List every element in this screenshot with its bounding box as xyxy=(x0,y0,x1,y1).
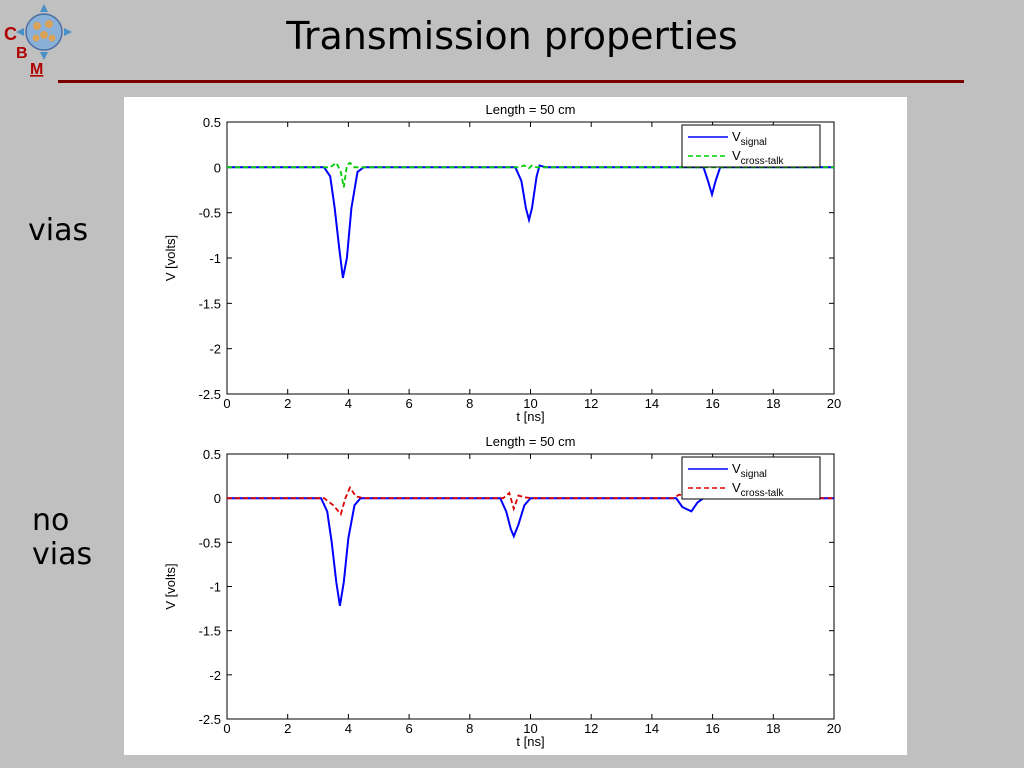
chart-title: Length = 50 cm xyxy=(486,102,576,117)
y-tick-label: 0 xyxy=(214,160,221,175)
x-tick-label: 0 xyxy=(223,721,230,736)
x-tick-label: 4 xyxy=(345,396,352,411)
x-tick-label: 16 xyxy=(705,396,719,411)
series-line-cross-talk xyxy=(227,485,834,516)
y-tick-label: 0.5 xyxy=(203,447,221,462)
label-no-vias-line2: vias xyxy=(32,537,93,572)
y-tick-label: -2 xyxy=(209,342,221,357)
x-axis-label: t [ns] xyxy=(516,734,544,749)
x-tick-label: 6 xyxy=(405,396,412,411)
series-line-signal xyxy=(227,497,834,607)
legend-box xyxy=(681,456,821,500)
y-tick-label: -0.5 xyxy=(199,206,221,221)
y-tick-label: -2.5 xyxy=(199,712,221,727)
legend-entry: Vsignal xyxy=(732,461,767,480)
plot-panel: Length = 50 cm 0 2 4 6 8 10 12 14 16 18 20 0.5 0 -0.5-… xyxy=(124,97,907,755)
series-line-cross-talk xyxy=(227,161,834,188)
chart-2: Length = 50 cm 0 2 4 6 8 10 12 14 16 18 20 0.5 0 -0.5 -… xyxy=(163,434,841,749)
x-axis-label: t [ns] xyxy=(516,409,544,424)
x-tick-label: 2 xyxy=(284,721,291,736)
legend-entry-subscript: signal xyxy=(741,137,767,148)
y-axis-label: V [volts] xyxy=(163,235,178,281)
legend-entry-subscript: cross-talk xyxy=(741,488,785,499)
x-tick-label: 4 xyxy=(345,721,352,736)
x-tick-label: 14 xyxy=(645,721,659,736)
chart-1: Length = 50 cm 0 2 4 6 8 10 12 14 16 18 20 0.5 0 -0.5 -… xyxy=(163,102,841,424)
x-tick-label: 20 xyxy=(827,721,841,736)
cbm-logo: C B M xyxy=(2,2,78,78)
y-tick-label: 0 xyxy=(214,491,221,506)
chart-title: Length = 50 cm xyxy=(486,434,576,449)
x-tick-label: 12 xyxy=(584,721,598,736)
x-tick-label: 12 xyxy=(584,396,598,411)
legend-entry-main: V xyxy=(732,129,741,144)
label-vias: vias xyxy=(28,213,89,248)
logo-letter-m: M xyxy=(30,61,43,78)
slide-title: Transmission properties xyxy=(286,14,738,58)
x-tick-label: 20 xyxy=(827,396,841,411)
y-tick-label: -1.5 xyxy=(199,624,221,639)
legend-entry: Vcross-talk xyxy=(732,480,784,499)
y-tick-label: -1.5 xyxy=(199,296,221,311)
x-tick-label: 8 xyxy=(466,396,473,411)
y-tick-label: -2 xyxy=(209,668,221,683)
x-tick-label: 10 xyxy=(523,721,537,736)
label-no-vias-line1: no xyxy=(32,503,70,538)
x-tick-label: 2 xyxy=(284,396,291,411)
series-line-signal xyxy=(227,164,834,279)
legend-entry-subscript: signal xyxy=(741,469,767,480)
title-divider xyxy=(58,80,964,83)
legend-box xyxy=(681,124,821,168)
logo-letter-c: C xyxy=(4,24,17,44)
legend-entry-main: V xyxy=(732,480,741,495)
x-tick-label: 8 xyxy=(466,721,473,736)
x-tick-label: 18 xyxy=(766,721,780,736)
legend-entry-subscript: cross-talk xyxy=(741,156,785,167)
charts-svg: Length = 50 cm0 2 4 6 8 10 12 14 16 18 200.50-0.5-… xyxy=(163,102,841,749)
legend-entry: Vsignal xyxy=(732,129,767,148)
y-tick-label: -2.5 xyxy=(199,387,221,402)
y-axis-label: V [volts] xyxy=(163,563,178,609)
x-tick-label: 10 xyxy=(523,396,537,411)
x-tick-label: 16 xyxy=(705,721,719,736)
logo-emblem-icon xyxy=(16,4,72,60)
logo-letter-b: B xyxy=(16,45,28,62)
y-tick-label: 0.5 xyxy=(203,115,221,130)
x-tick-label: 18 xyxy=(766,396,780,411)
legend-entry: Vcross-talk xyxy=(732,148,784,167)
x-tick-label: 0 xyxy=(223,396,230,411)
y-tick-label: -1 xyxy=(209,580,221,595)
y-tick-label: -1 xyxy=(209,251,221,266)
y-tick-label: -0.5 xyxy=(199,535,221,550)
label-no-vias: no vias xyxy=(32,504,92,572)
x-tick-label: 14 xyxy=(645,396,659,411)
legend-entry-main: V xyxy=(732,461,741,476)
x-tick-label: 6 xyxy=(405,721,412,736)
legend-entry-main: V xyxy=(732,148,741,163)
